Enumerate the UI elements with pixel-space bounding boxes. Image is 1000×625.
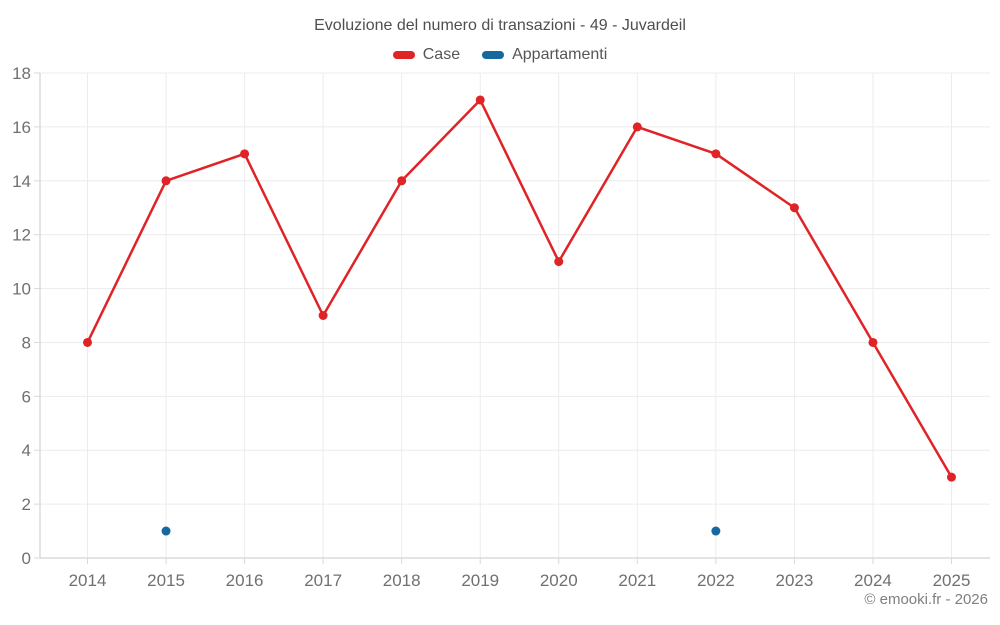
x-tick-label-2024: 2024 <box>854 571 892 590</box>
x-tick-label-2019: 2019 <box>461 571 499 590</box>
y-tick-label-6: 6 <box>22 387 31 406</box>
legend-label: Case <box>422 46 461 63</box>
y-tick-label-18: 18 <box>12 64 31 83</box>
x-tick-label-2023: 2023 <box>775 571 813 590</box>
y-tick-label-14: 14 <box>12 172 31 191</box>
legend-swatch-case <box>392 51 415 59</box>
x-tick-label-2020: 2020 <box>540 571 578 590</box>
chart-legend: Case Appartamenti <box>0 46 1000 64</box>
point-case-2025[interactable] <box>947 472 956 482</box>
point-appartamenti-2015[interactable] <box>161 526 171 536</box>
x-tick-label-2025: 2025 <box>933 571 971 590</box>
point-appartamenti-2022[interactable] <box>711 526 721 536</box>
point-case-2014[interactable] <box>83 337 92 347</box>
x-tick-label-2021: 2021 <box>618 571 656 590</box>
x-axis-labels: 2014 2015 2016 2017 2018 2019 2020 2021 2022 2023… <box>69 571 971 590</box>
x-tick-label-2015: 2015 <box>147 571 185 590</box>
x-tick-label-2016: 2016 <box>226 571 264 590</box>
y-tick-label-2: 2 <box>22 495 31 514</box>
series-case <box>83 95 956 482</box>
point-case-2017[interactable] <box>318 311 328 320</box>
point-case-2024[interactable] <box>868 337 878 347</box>
legend-item-case[interactable]: Case <box>392 46 461 64</box>
y-tick-label-4: 4 <box>22 441 31 460</box>
legend-label: Appartamenti <box>512 46 608 63</box>
legend-item-appartamenti[interactable]: Appartamenti <box>482 46 607 64</box>
x-tick-label-2017: 2017 <box>304 571 342 590</box>
series-appartamenti <box>161 526 721 536</box>
horizontal-gridlines <box>40 72 990 505</box>
axis-ticks <box>34 72 952 564</box>
y-tick-label-10: 10 <box>12 280 31 299</box>
point-case-2020[interactable] <box>554 257 564 267</box>
chart-title: Evoluzione del numero di transazioni - 4… <box>314 17 686 34</box>
point-case-2019[interactable] <box>475 95 485 105</box>
legend-swatch-appartamenti <box>482 51 505 59</box>
point-case-2018[interactable] <box>397 176 407 186</box>
y-tick-label-12: 12 <box>12 226 31 245</box>
vertical-gridlines <box>87 73 952 558</box>
x-tick-label-2018: 2018 <box>383 571 421 590</box>
series-line-case <box>86 98 953 479</box>
point-case-2022[interactable] <box>711 149 721 159</box>
y-tick-label-16: 16 <box>12 118 31 137</box>
point-case-2016[interactable] <box>240 149 250 159</box>
x-tick-label-2014: 2014 <box>69 571 107 590</box>
x-tick-label-2022: 2022 <box>697 571 735 590</box>
copyright-footer: © emooki.fr - 2026 <box>864 591 988 608</box>
point-case-2023[interactable] <box>789 203 799 213</box>
y-tick-label-8: 8 <box>22 333 31 352</box>
y-axis-labels: 0 2 4 6 8 10 12 14 16 18 <box>12 64 31 568</box>
y-tick-label-0: 0 <box>22 549 31 568</box>
point-case-2021[interactable] <box>632 122 642 132</box>
point-case-2015[interactable] <box>161 176 171 186</box>
